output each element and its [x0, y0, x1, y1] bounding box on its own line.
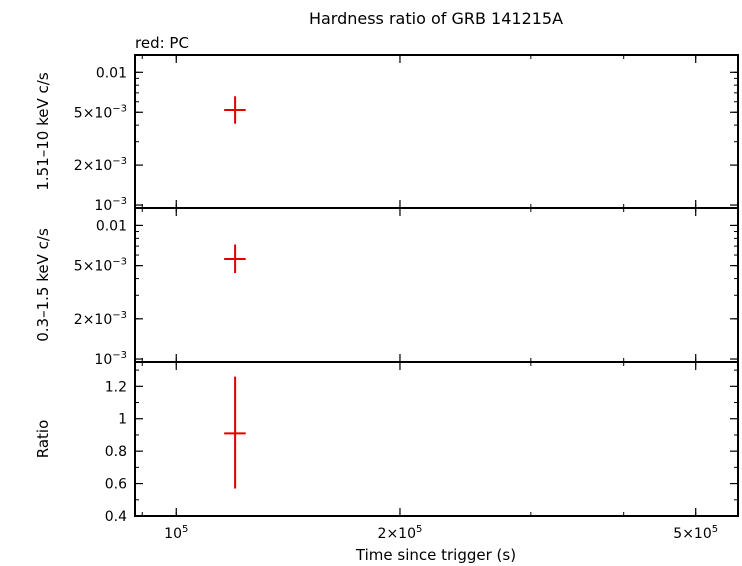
panel-ratio: 0.4 0.6 0.8 1 1.2 Ratio — [34, 361, 739, 525]
panel-soft: 0.01 5×10−3 2×10−3 10−3 0.3–1.5 keV c/s — [34, 207, 739, 368]
chart-title: Hardness ratio of GRB 141215A — [309, 9, 563, 28]
y-tick-label: 1.2 — [105, 379, 127, 395]
x-axis-label: Time since trigger (s) — [355, 546, 516, 564]
y-tick-label: 10−3 — [94, 196, 127, 214]
panel-frame — [134, 361, 739, 517]
panel-hard: 0.01 5×10−3 2×10−3 10−3 1.51–10 keV c/s — [34, 54, 739, 214]
y-tick-label: 2×10−3 — [74, 310, 127, 328]
y-tick-label: 0.4 — [105, 509, 127, 525]
y-tick-label: 0.6 — [105, 477, 127, 493]
panels-group: 0.01 5×10−3 2×10−3 10−3 1.51–10 keV c/s 0.01 5… — [34, 54, 739, 542]
panel-frame — [134, 54, 739, 209]
y-tick-label: 10−3 — [94, 350, 127, 368]
chart-subtitle: red: PC — [135, 34, 189, 52]
y-axis-label-soft: 0.3–1.5 keV c/s — [34, 228, 52, 342]
y-tick-label: 0.01 — [96, 218, 127, 234]
x-tick-label: 2×105 — [378, 524, 423, 542]
panel-frame — [134, 207, 739, 363]
y-tick-label: 5×10−3 — [74, 257, 127, 275]
y-axis-label-ratio: Ratio — [34, 420, 52, 459]
x-tick-label: 105 — [164, 524, 188, 542]
y-tick-label: 5×10−3 — [74, 103, 127, 121]
x-tick-label: 5×105 — [673, 524, 718, 542]
y-axis-label-hard: 1.51–10 keV c/s — [34, 72, 52, 190]
y-tick-label: 0.8 — [105, 444, 127, 460]
y-tick-label: 0.01 — [96, 65, 127, 81]
y-tick-label: 2×10−3 — [74, 156, 127, 174]
y-tick-label: 1 — [118, 412, 127, 428]
